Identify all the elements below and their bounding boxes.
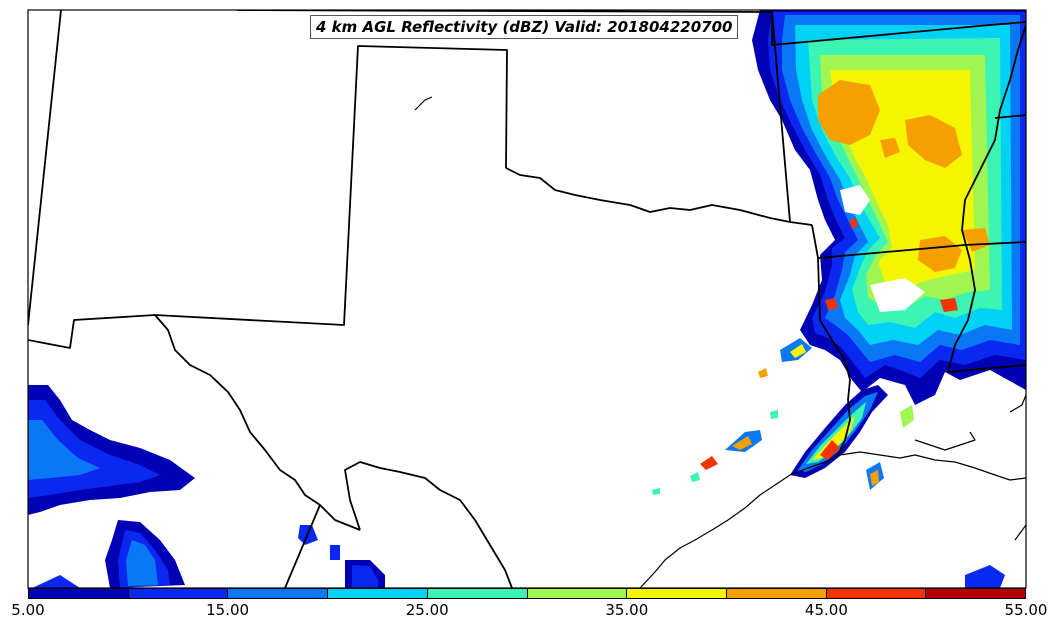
border-mississippi <box>947 24 1026 373</box>
ms-coast <box>1009 394 1026 413</box>
echo-south-west <box>28 385 1005 588</box>
colorbar-segment-0 <box>29 589 129 598</box>
echo-coastal-band <box>652 338 914 495</box>
colorbar-tick-label: 35.00 <box>605 601 649 619</box>
border-mexico-state <box>284 504 321 588</box>
colorbar-tick-label: 5.00 <box>11 601 45 619</box>
border-nm-tx-ok-panhandle <box>28 45 508 349</box>
border-la-ms <box>947 364 1026 373</box>
border-rio-grande-upper <box>154 314 361 531</box>
florida-coast <box>1014 524 1026 541</box>
colorbar-tick-label: 25.00 <box>405 601 449 619</box>
colorbar-segment-4 <box>427 589 528 598</box>
colorbar-segment-1 <box>128 589 229 598</box>
border-mo-ar <box>771 12 1026 46</box>
louisiana-delta <box>914 431 976 451</box>
radar-echoes <box>28 10 1026 588</box>
border-tn <box>994 114 1026 119</box>
colorbar-segment-5 <box>527 589 628 598</box>
colorbar-tick-label: 55.00 <box>1004 601 1048 619</box>
colorbar-segment-7 <box>726 589 827 598</box>
colorbar-segment-9 <box>926 589 1026 598</box>
colorbar <box>28 588 1026 599</box>
colorbar-tick-label: 15.00 <box>206 601 250 619</box>
border-red-river <box>505 167 813 226</box>
colorbar-segment-8 <box>826 589 927 598</box>
border-ar-la <box>811 224 1026 259</box>
border-az-nm <box>28 10 62 326</box>
colorbar-segment-6 <box>627 589 727 598</box>
echo-north-east <box>752 10 1026 405</box>
lake-outline <box>414 96 433 111</box>
gulf-coast <box>639 451 1026 588</box>
colorbar-segment-2 <box>228 589 329 598</box>
coastline <box>414 96 1026 588</box>
border-sabine-river <box>817 257 851 456</box>
colorbar-segment-3 <box>328 589 428 598</box>
state-borders <box>28 10 1026 588</box>
border-rio-grande-lower <box>344 461 513 588</box>
colorbar-tick-label: 45.00 <box>804 601 848 619</box>
map-title: 4 km AGL Reflectivity (dBZ) Valid: 20180… <box>310 15 739 39</box>
